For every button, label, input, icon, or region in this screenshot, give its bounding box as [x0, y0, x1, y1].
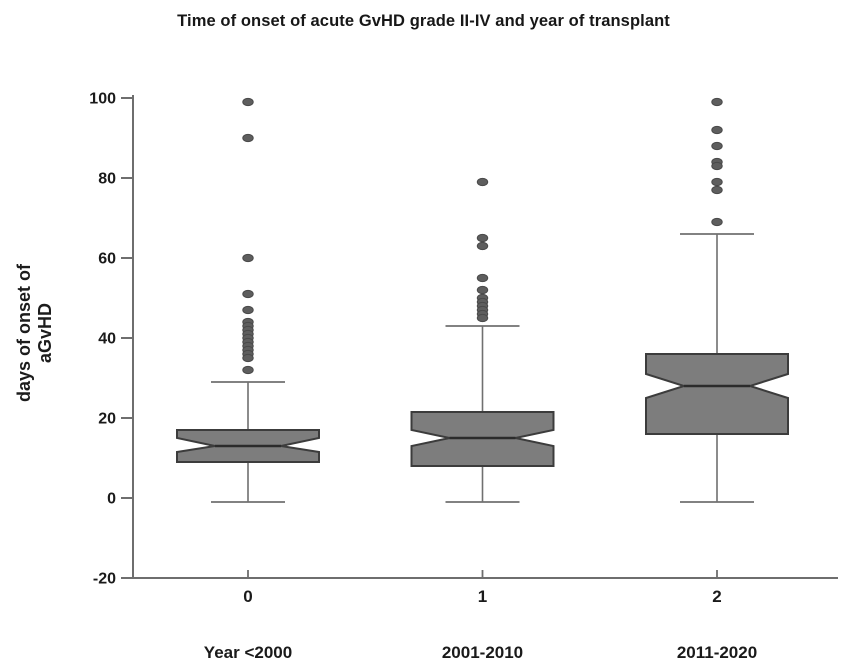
y-tick-label: -20: [93, 571, 116, 588]
y-axis-title: days of onset of aGvHD: [14, 264, 55, 403]
outlier-point: [476, 177, 489, 187]
outlier-point: [242, 305, 254, 315]
notched-box: [645, 353, 789, 435]
y-tick-label: 60: [98, 251, 116, 268]
x-tick-label: 0: [243, 587, 252, 606]
y-tick-label: 100: [89, 91, 116, 108]
chart-title: Time of onset of acute GvHD grade II-IV …: [177, 12, 670, 30]
outlier-point: [711, 217, 723, 227]
outlier-point: [476, 233, 489, 243]
outlier-point: [476, 285, 489, 295]
outlier-point: [242, 97, 254, 107]
outlier-point: [242, 133, 254, 143]
group-label: Year <2000: [204, 643, 292, 662]
outlier-point: [711, 185, 723, 195]
outlier-point: [711, 161, 723, 171]
outlier-point: [711, 177, 723, 187]
x-tick-label: 1: [478, 587, 487, 606]
y-tick-label: 80: [98, 171, 116, 188]
x-tick-label: 2: [712, 587, 721, 606]
outlier-point: [476, 241, 489, 251]
outlier-point: [242, 353, 254, 363]
outlier-point: [476, 313, 489, 323]
y-tick-label: 40: [98, 331, 116, 348]
outlier-point: [711, 97, 723, 107]
outlier-point: [711, 125, 723, 135]
y-tick-label: 0: [107, 491, 116, 508]
outlier-point: [711, 141, 723, 151]
outlier-point: [476, 273, 489, 283]
group-label: 2001-2010: [442, 643, 523, 662]
outlier-point: [242, 289, 254, 299]
outlier-point: [242, 365, 254, 375]
outlier-point: [242, 253, 254, 263]
y-tick-label: 20: [98, 411, 116, 428]
group-label: 2011-2020: [677, 643, 757, 662]
